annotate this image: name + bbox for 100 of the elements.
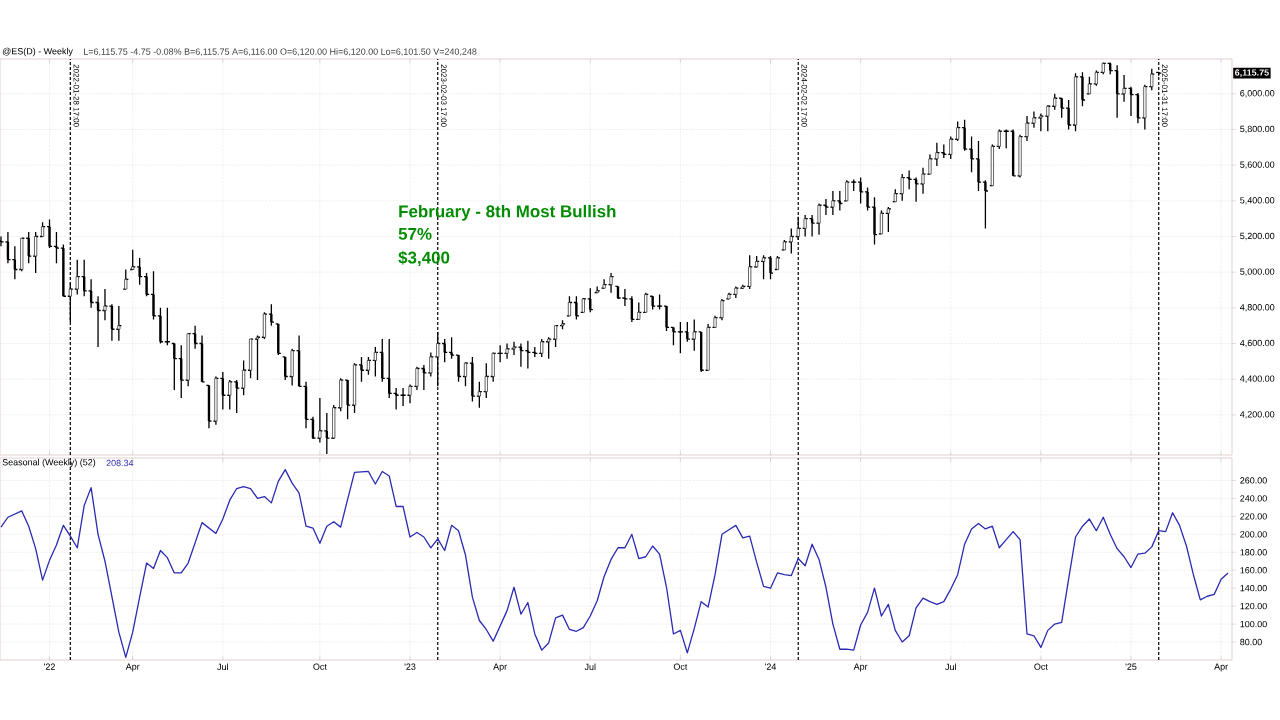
candlestick	[831, 190, 835, 216]
candlestick	[581, 297, 585, 313]
x-tick-label: '25	[1125, 663, 1137, 670]
y-tick-label: 200.00	[1240, 531, 1267, 538]
text: 6,115.75	[1235, 69, 1269, 77]
candlestick	[997, 128, 1001, 150]
annotation: 57%	[398, 227, 432, 240]
candlestick	[789, 227, 793, 255]
x-tick-label: Jul	[945, 663, 956, 671]
candlestick	[1150, 68, 1154, 91]
candlestick	[949, 135, 953, 160]
y-tick-label: 140.00	[1240, 585, 1267, 592]
candlestick	[249, 338, 253, 379]
x-tick-label: '23	[404, 663, 416, 670]
y-tick-label: 160.00	[1240, 567, 1267, 574]
candlestick	[547, 336, 551, 360]
candlestick	[879, 209, 883, 235]
candlestick	[644, 292, 648, 313]
y-tick-label: 4,600.00	[1239, 339, 1275, 348]
candlestick	[602, 278, 606, 289]
y-tick-label: 5,800.00	[1240, 125, 1275, 134]
candlestick	[96, 295, 100, 348]
y-tick-label: 5,000.00	[1240, 268, 1275, 276]
x-tick-label: Apr	[853, 663, 868, 672]
y-tick-label: 180.00	[1240, 549, 1267, 556]
candlestick	[762, 254, 766, 280]
candlestick	[1025, 115, 1029, 142]
candlestick	[103, 288, 107, 321]
candlestick	[817, 202, 821, 236]
y-tick-label: 220.00	[1240, 513, 1267, 520]
candlestick	[477, 381, 481, 409]
x-tick-label: Oct	[313, 663, 327, 670]
candlestick	[1032, 110, 1036, 129]
candlestick	[519, 342, 523, 368]
candlestick	[1094, 69, 1098, 87]
candlestick	[928, 153, 932, 175]
candlestick	[228, 379, 232, 411]
candlestick	[935, 142, 939, 167]
candlestick	[332, 404, 336, 440]
x-tick-label: Jul	[584, 663, 596, 671]
y-tick-label: 5,400.00	[1240, 197, 1275, 205]
candlestick	[796, 216, 800, 241]
candlestick	[20, 237, 24, 272]
candlestick	[755, 255, 759, 269]
y-tick-label: 4,400.00	[1239, 375, 1275, 383]
candlestick	[1129, 85, 1133, 117]
candlestick	[1053, 93, 1057, 111]
candlestick	[491, 351, 495, 383]
candlestick	[1122, 74, 1126, 103]
candlestick	[408, 383, 412, 404]
y-tick-label: 100.00	[1240, 620, 1267, 628]
candlestick	[505, 342, 509, 360]
candlestick	[484, 362, 488, 399]
candlestick	[567, 295, 571, 317]
y-tick-label: 240.00	[1240, 495, 1267, 502]
candlestick	[394, 387, 398, 411]
candlestick	[921, 167, 925, 195]
candlestick	[1018, 134, 1022, 179]
candlestick	[512, 341, 516, 356]
candlestick	[803, 214, 807, 238]
candlestick	[824, 198, 828, 216]
candlestick	[262, 311, 266, 340]
x-tick-label: Oct	[673, 663, 688, 670]
x-tick-label: '24	[765, 663, 777, 670]
candlestick	[637, 301, 641, 321]
candlestick	[131, 249, 135, 271]
candlestick	[373, 346, 377, 378]
candlestick	[366, 356, 370, 376]
candlestick	[845, 179, 849, 202]
candlestick	[41, 221, 45, 238]
y-tick-label: 260.00	[1240, 477, 1267, 484]
candlestick	[554, 325, 558, 348]
candlestick	[540, 338, 544, 358]
x-tick-label: Apr	[493, 663, 507, 672]
candlestick	[463, 361, 467, 387]
candlestick	[956, 120, 960, 142]
y-tick-label: 5,600.00	[1240, 161, 1275, 169]
candlestick	[429, 351, 433, 378]
candlestick	[353, 362, 357, 414]
chart-subtitle: L=6,115.75 -4.75 -0.08% B=6,115.75 A=6,116.00 O=6,120.00 Hi=6,120.00 Lo=6,101.50 V=240,248	[84, 48, 477, 56]
candlestick	[186, 333, 190, 387]
candlestick	[900, 173, 904, 202]
candlestick	[775, 255, 779, 271]
chart-subtitle: 208.34	[106, 459, 134, 467]
candlestick	[1074, 72, 1078, 132]
candlestick	[886, 206, 890, 233]
x-tick-label: Oct	[1034, 663, 1048, 670]
y-tick-label: 4,800.00	[1239, 304, 1275, 312]
candlestick	[34, 231, 38, 274]
y-tick-label: 80.00	[1240, 638, 1262, 646]
candlestick	[242, 359, 246, 396]
y-tick-label: 120.00	[1240, 602, 1267, 610]
candlestick	[117, 305, 121, 342]
y-tick-label: 5,200.00	[1240, 232, 1275, 241]
x-tick-label: '22	[44, 663, 55, 670]
candlestick	[990, 143, 994, 187]
candlestick	[422, 364, 426, 391]
candlestick	[692, 318, 696, 352]
candlestick	[720, 298, 724, 321]
x-tick-label: Jul	[217, 663, 228, 671]
